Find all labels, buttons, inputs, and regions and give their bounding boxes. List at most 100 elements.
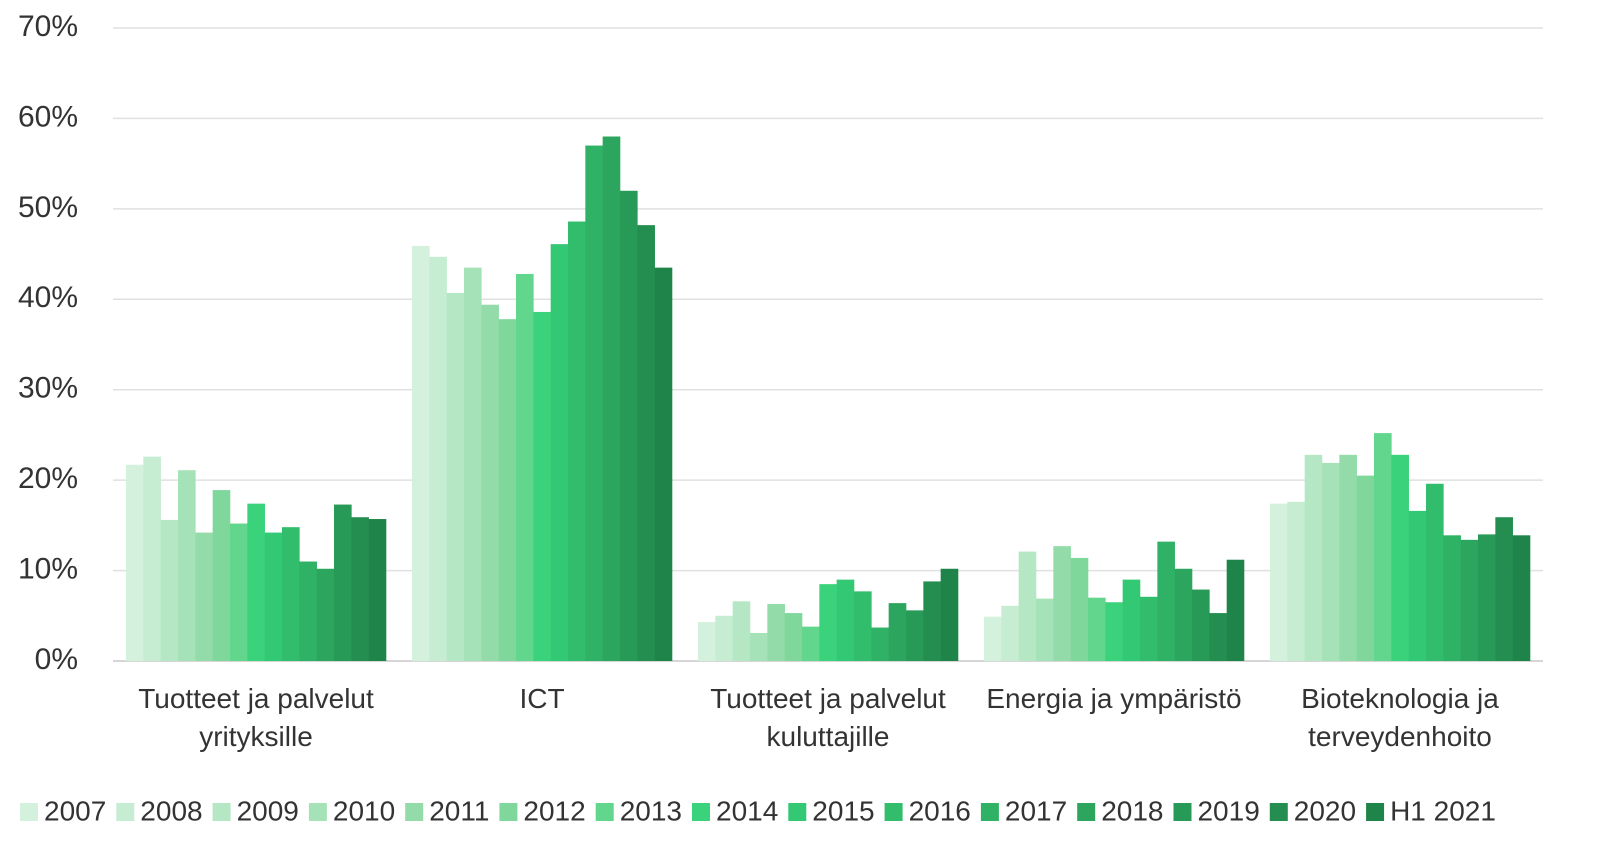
legend-swatch — [1366, 803, 1385, 821]
legend-label: 2017 — [1005, 795, 1067, 826]
legend-label: 2009 — [237, 795, 299, 826]
legend-label: 2012 — [523, 795, 585, 826]
bar — [498, 319, 517, 661]
bar — [1088, 597, 1106, 661]
bar — [585, 145, 603, 662]
legend-swatch — [1077, 803, 1096, 821]
bar — [888, 603, 907, 661]
y-tick-label: 10% — [18, 552, 78, 585]
legend-swatch — [1173, 803, 1192, 821]
bar — [1408, 510, 1427, 661]
bar — [1070, 557, 1089, 661]
legend-swatch — [20, 803, 38, 821]
legend-swatch — [788, 803, 807, 821]
bar — [637, 225, 655, 662]
bar — [732, 601, 751, 661]
bar — [568, 221, 586, 661]
bar — [1287, 501, 1305, 661]
bar — [126, 464, 144, 661]
legend-swatch — [1269, 803, 1288, 821]
bar — [1036, 598, 1054, 661]
bar — [923, 581, 941, 661]
bar — [264, 532, 283, 661]
legend-label: 2013 — [620, 795, 682, 826]
bar — [299, 561, 317, 661]
bar — [1105, 602, 1123, 661]
bar — [160, 519, 179, 661]
bar — [620, 190, 638, 661]
bar — [940, 568, 959, 661]
bar — [1391, 454, 1409, 661]
y-tick-label: 20% — [18, 462, 78, 495]
bar — [1322, 462, 1340, 661]
bar — [836, 579, 855, 661]
y-tick-label: 70% — [18, 10, 78, 43]
x-tick-label: Energia ja ympäristö — [986, 683, 1242, 714]
bar — [602, 136, 621, 661]
legend-label: H1 2021 — [1390, 795, 1496, 826]
bar — [195, 532, 213, 661]
legend-label: 2020 — [1294, 795, 1356, 826]
bar — [1226, 559, 1245, 661]
bar — [143, 456, 161, 661]
bar — [1339, 454, 1357, 661]
bar — [429, 256, 447, 661]
x-tick-label: ICT — [519, 683, 565, 714]
legend-swatch — [308, 803, 327, 821]
bar — [481, 304, 499, 661]
legend-swatch — [405, 803, 424, 821]
bar — [412, 245, 430, 661]
bar — [750, 632, 768, 661]
legend-label: 2007 — [44, 795, 106, 826]
legend-swatch — [980, 803, 999, 821]
legend-swatch — [595, 803, 614, 821]
y-tick-label: 30% — [18, 372, 78, 405]
bar — [1443, 535, 1461, 661]
legend-swatch — [499, 803, 518, 821]
bar — [1001, 605, 1019, 661]
bar — [1356, 475, 1375, 661]
bar — [446, 292, 465, 661]
y-tick-label: 60% — [18, 100, 78, 133]
bar — [516, 273, 534, 661]
bar — [698, 622, 716, 661]
bar — [464, 267, 482, 661]
bar — [854, 591, 872, 661]
bar — [871, 627, 889, 661]
bar — [654, 267, 673, 661]
legend-swatch — [116, 803, 135, 821]
x-tick-label: Tuotteet ja palvelut yrityksille — [138, 683, 374, 752]
bar — [1157, 541, 1175, 661]
legend-label: 2019 — [1197, 795, 1259, 826]
y-tick-label: 40% — [18, 281, 78, 314]
legend-label: 2016 — [909, 795, 971, 826]
bar — [282, 527, 300, 661]
bar — [767, 604, 785, 661]
y-tick-label: 0% — [35, 643, 78, 676]
bar — [316, 568, 335, 661]
legend-swatch — [212, 803, 231, 821]
x-tick-label: Bioteknologia ja terveydenhoito — [1301, 683, 1499, 752]
bar — [1495, 517, 1513, 661]
legend-label: 2018 — [1101, 795, 1163, 826]
bar — [1270, 503, 1288, 661]
legend-label: 2014 — [716, 795, 778, 826]
bar — [1053, 546, 1071, 661]
bar — [368, 519, 387, 661]
bar — [247, 503, 265, 661]
bar — [1460, 539, 1479, 661]
legend-label: 2008 — [140, 795, 202, 826]
legend-swatch — [692, 803, 710, 821]
bar — [212, 490, 231, 661]
bar — [334, 504, 352, 661]
bar — [550, 244, 569, 662]
bar — [533, 311, 551, 661]
bar — [984, 616, 1002, 661]
legend-label: 2015 — [812, 795, 874, 826]
bar — [906, 610, 924, 661]
legend-swatch — [884, 803, 903, 821]
bar — [1478, 534, 1496, 661]
bar — [1512, 535, 1531, 661]
